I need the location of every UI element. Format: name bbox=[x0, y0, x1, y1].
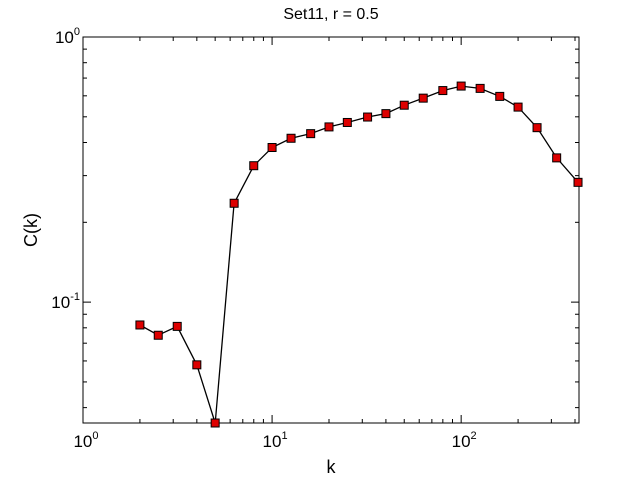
data-point bbox=[172, 321, 182, 331]
data-point bbox=[267, 143, 277, 153]
data-point bbox=[475, 83, 485, 93]
x-tick-label: 100 bbox=[73, 430, 98, 451]
data-point bbox=[495, 91, 505, 101]
data-point bbox=[552, 153, 562, 163]
data-point bbox=[249, 161, 259, 171]
data-point bbox=[399, 100, 409, 110]
data-point bbox=[573, 177, 583, 187]
data-point bbox=[229, 198, 239, 208]
data-point bbox=[135, 320, 145, 330]
data-series bbox=[135, 81, 583, 428]
data-point bbox=[532, 123, 542, 133]
data-point bbox=[418, 93, 428, 103]
data-point bbox=[192, 360, 202, 370]
x-axis-label: k bbox=[327, 457, 337, 477]
tick-labels: 100 101 102 10-1 100 bbox=[51, 26, 476, 451]
y-tick-label: 100 bbox=[55, 26, 80, 47]
data-point bbox=[513, 102, 523, 112]
data-point bbox=[456, 81, 466, 91]
plot-area bbox=[82, 36, 580, 424]
data-point bbox=[306, 129, 316, 139]
x-tick-label: 101 bbox=[263, 430, 288, 451]
tick-marks bbox=[82, 36, 579, 423]
data-point bbox=[342, 117, 352, 127]
data-point bbox=[438, 86, 448, 96]
data-point bbox=[286, 133, 296, 143]
chart-title: Set11, r = 0.5 bbox=[283, 6, 378, 23]
data-point bbox=[381, 109, 391, 119]
data-point bbox=[363, 112, 373, 122]
data-point bbox=[210, 418, 220, 428]
data-point bbox=[153, 330, 163, 340]
y-axis-label: C(k) bbox=[21, 213, 41, 247]
data-point bbox=[324, 122, 334, 132]
y-tick-label: 10-1 bbox=[51, 291, 80, 312]
x-tick-label: 102 bbox=[452, 430, 477, 451]
